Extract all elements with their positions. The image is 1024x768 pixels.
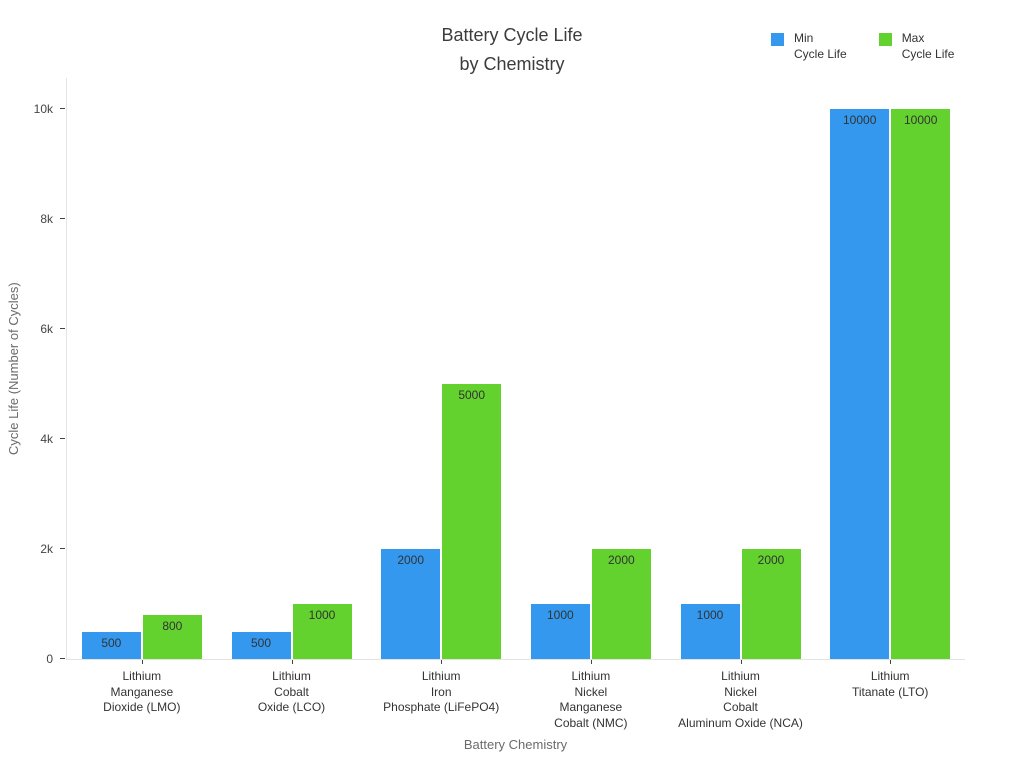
y-tick-label: 2k: [40, 542, 53, 556]
y-tick-mark: [60, 108, 65, 109]
bar-min[interactable]: 10000: [830, 109, 890, 659]
bar-value-label: 1000: [546, 608, 574, 622]
y-tick-mark: [60, 438, 65, 439]
chart-title: Battery Cycle Life by Chemistry: [441, 25, 583, 74]
x-tick-mark: [590, 660, 592, 664]
bar-max[interactable]: 2000: [741, 549, 801, 659]
y-tick-label: 6k: [40, 322, 53, 336]
legend-swatch-min-icon: [771, 33, 784, 46]
x-axis-ticks: Lithium Manganese Dioxide (LMO) Lithium C…: [67, 659, 965, 731]
y-tick-mark: [60, 548, 65, 549]
bars: 500 800 500 1000 2000 5000 1000 2000 1000 2000 100…: [67, 78, 965, 659]
bar-value-label: 1000: [696, 608, 724, 622]
legend-swatch-max-icon: [878, 33, 892, 46]
bar-value-label: 10000: [843, 113, 877, 127]
x-tick-mark: [141, 660, 143, 664]
bar-group: 10000 10000: [815, 78, 965, 659]
y-tick-label: 8k: [40, 212, 53, 226]
bar-min[interactable]: 2000: [381, 549, 441, 659]
x-tick-label: Lithium Titanate (LTO): [815, 659, 965, 731]
bar-max[interactable]: 800: [142, 615, 202, 659]
bar-value-label: 2000: [607, 553, 635, 567]
y-tick-label: 10k: [33, 102, 53, 116]
y-axis-title: Cycle Life (Number of Cycles): [6, 282, 21, 456]
y-tick-mark: [60, 328, 65, 329]
bar-max[interactable]: 10000: [891, 109, 951, 659]
legend-item-max[interactable]: Max Cycle Life: [878, 30, 955, 62]
x-tick-label: Lithium Iron Phosphate (LiFePO4): [366, 659, 516, 731]
y-tick-mark: [60, 218, 65, 219]
bar-min[interactable]: 500: [231, 631, 291, 659]
bar-group: 1000 2000: [666, 78, 816, 659]
x-tick-mark: [740, 660, 742, 664]
y-tick-label: 4k: [40, 432, 53, 446]
x-tick-label: Lithium Cobalt Oxide (LCO): [217, 659, 367, 731]
bar-max[interactable]: 2000: [591, 549, 651, 659]
bar-min[interactable]: 1000: [680, 604, 740, 659]
bar-min[interactable]: 1000: [530, 604, 590, 659]
bar-max[interactable]: 1000: [292, 604, 352, 659]
bar-value-label: 10000: [904, 113, 938, 127]
bar-value-label: 500: [250, 635, 272, 650]
y-tick-label: 0: [46, 652, 53, 666]
legend: Min Cycle Life Max Cycle Life: [771, 30, 954, 62]
bar-value-label: 1000: [308, 608, 336, 622]
bar-value-label: 500: [101, 635, 122, 650]
bar-value-label: 5000: [458, 388, 486, 402]
bar-group: 1000 2000: [516, 78, 666, 659]
bar-group: 2000 5000: [366, 78, 516, 659]
bar-max[interactable]: 5000: [442, 384, 502, 659]
legend-item-min[interactable]: Min Cycle Life: [771, 30, 847, 62]
plot-area: 0 2k 4k 6k 8k 10k 500 800 500 1000 2000 5000 1000 20…: [34, 78, 965, 730]
bar-group: 500 1000: [217, 78, 367, 659]
x-tick-mark: [890, 660, 892, 664]
x-tick-mark: [441, 660, 443, 664]
bar-min[interactable]: 500: [81, 631, 141, 659]
bar-value-label: 2000: [397, 553, 425, 567]
legend-label-max: Max Cycle Life: [901, 31, 955, 61]
x-tick-label: Lithium Nickel Cobalt Aluminum Oxide (NC…: [666, 659, 816, 731]
legend-label-min: Min Cycle Life: [794, 31, 847, 61]
bar-value-label: 800: [162, 619, 183, 633]
x-tick-label: Lithium Nickel Manganese Cobalt (NMC): [516, 659, 666, 731]
x-tick-label: Lithium Manganese Dioxide (LMO): [67, 659, 217, 731]
y-tick-mark: [60, 658, 65, 659]
bar-group: 500 800: [67, 78, 217, 659]
bar-value-label: 2000: [757, 553, 785, 567]
x-axis-title: Battery Chemistry: [463, 737, 568, 752]
x-tick-mark: [291, 660, 293, 664]
